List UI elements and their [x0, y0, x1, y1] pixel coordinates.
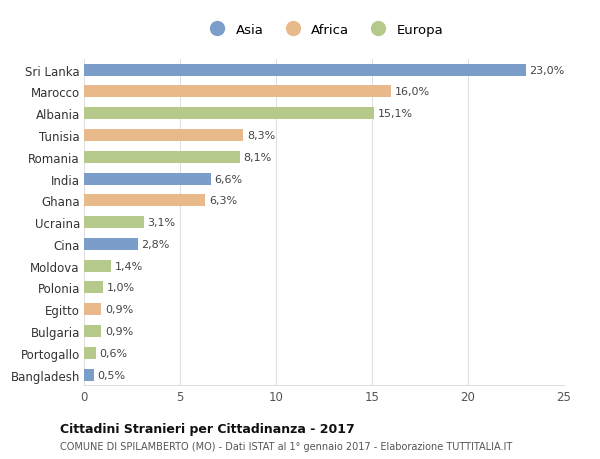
Text: 23,0%: 23,0% — [529, 66, 565, 76]
Text: 15,1%: 15,1% — [378, 109, 413, 119]
Text: 2,8%: 2,8% — [142, 239, 170, 249]
Text: 0,5%: 0,5% — [97, 369, 125, 380]
Bar — [84, 238, 138, 250]
Text: 6,3%: 6,3% — [209, 196, 237, 206]
Bar — [84, 303, 101, 315]
Bar — [84, 282, 103, 294]
Bar — [84, 65, 526, 77]
Text: 3,1%: 3,1% — [148, 218, 175, 228]
Text: 6,6%: 6,6% — [215, 174, 242, 184]
Bar — [84, 325, 101, 337]
Text: 1,0%: 1,0% — [107, 283, 135, 293]
Text: COMUNE DI SPILAMBERTO (MO) - Dati ISTAT al 1° gennaio 2017 - Elaborazione TUTTIT: COMUNE DI SPILAMBERTO (MO) - Dati ISTAT … — [60, 441, 512, 451]
Bar — [84, 151, 239, 163]
Text: 0,6%: 0,6% — [100, 348, 127, 358]
Text: Cittadini Stranieri per Cittadinanza - 2017: Cittadini Stranieri per Cittadinanza - 2… — [60, 422, 355, 435]
Bar — [84, 369, 94, 381]
Bar — [84, 195, 205, 207]
Bar — [84, 217, 143, 229]
Text: 16,0%: 16,0% — [395, 87, 430, 97]
Bar — [84, 86, 391, 98]
Text: 0,9%: 0,9% — [105, 326, 133, 336]
Text: 1,4%: 1,4% — [115, 261, 143, 271]
Text: 8,1%: 8,1% — [244, 152, 272, 162]
Legend: Asia, Africa, Europa: Asia, Africa, Europa — [204, 24, 444, 37]
Text: 8,3%: 8,3% — [247, 131, 275, 141]
Text: 0,9%: 0,9% — [105, 304, 133, 314]
Bar — [84, 130, 244, 142]
Bar — [84, 173, 211, 185]
Bar — [84, 108, 374, 120]
Bar — [84, 347, 95, 359]
Bar — [84, 260, 111, 272]
